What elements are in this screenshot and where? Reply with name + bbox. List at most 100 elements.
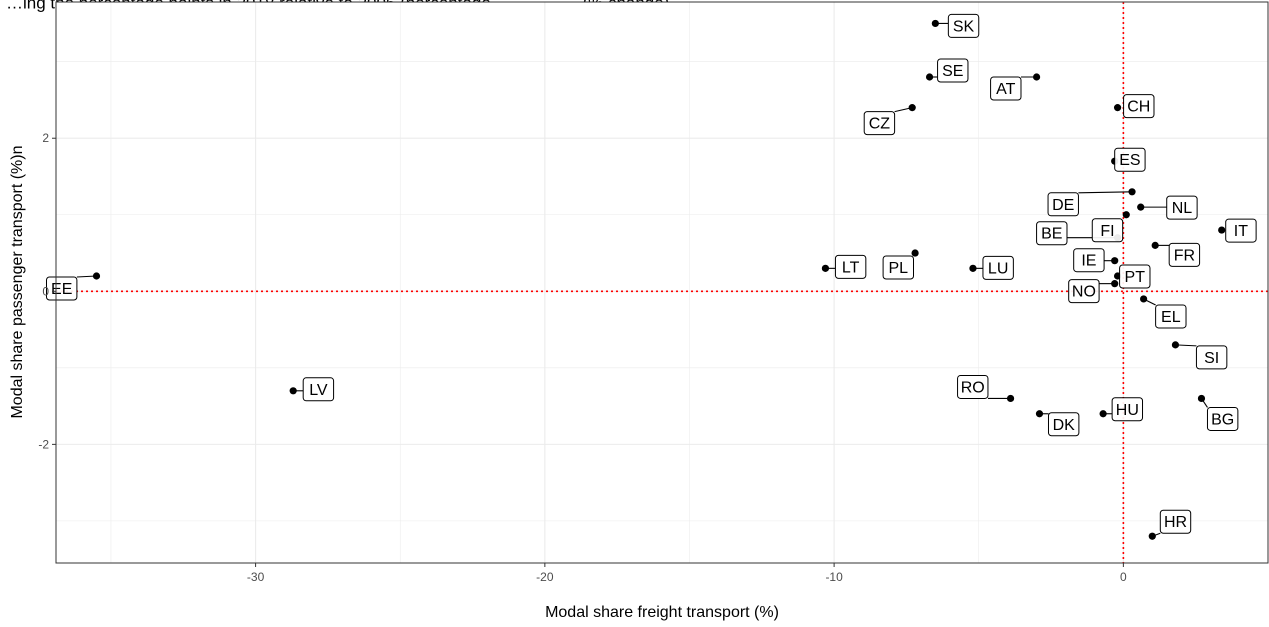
point-label-box <box>947 13 980 38</box>
point-label: DE <box>1047 192 1079 217</box>
point-label-text: HU <box>1116 402 1139 419</box>
point-label: ES <box>1114 147 1146 172</box>
data-point <box>1111 280 1119 288</box>
point-label-text: NL <box>1172 200 1193 217</box>
point-label-box <box>1123 94 1155 119</box>
point-label: AT <box>990 76 1022 101</box>
point-label-box <box>882 255 915 280</box>
data-point <box>1151 241 1159 249</box>
y-axis-title: Modal share passenger transport (%)n <box>9 145 26 418</box>
point-label: FI <box>1091 218 1124 243</box>
data-point <box>925 73 934 81</box>
point-label-text: SK <box>953 18 975 35</box>
point-label: IT <box>1225 218 1257 243</box>
point-label-text: BG <box>1211 411 1234 428</box>
data-point <box>1032 73 1041 81</box>
point-label-text: LT <box>842 259 860 276</box>
data-point <box>1171 341 1180 349</box>
point-label: RO <box>957 374 989 399</box>
point-label-box <box>937 58 969 83</box>
point-label: HU <box>1111 397 1144 422</box>
point-label: LV <box>302 377 335 402</box>
data-point <box>969 264 977 272</box>
point-label: SK <box>947 13 980 38</box>
point-label-text: IE <box>1081 253 1096 270</box>
point-label: EL <box>1155 304 1187 329</box>
point-label-box <box>1206 406 1239 431</box>
data-point <box>1111 257 1119 265</box>
data-point <box>1218 226 1226 234</box>
y-tick-label: 0 <box>42 284 49 298</box>
leader-line <box>1078 191 1133 194</box>
point-label: IE <box>1073 248 1105 273</box>
point-label-box <box>1036 221 1068 246</box>
point-label: NO <box>1068 279 1100 304</box>
point-label-box <box>834 254 867 279</box>
panel-border <box>55 1 1269 564</box>
point-label-text: PT <box>1125 269 1146 286</box>
point-label-text: ES <box>1119 152 1140 169</box>
point-label-text: PL <box>889 260 909 277</box>
x-tick-label: -10 <box>825 570 843 584</box>
point-label-box <box>302 377 335 402</box>
point-label: BE <box>1036 221 1068 246</box>
data-point <box>1140 295 1148 303</box>
point-label-box <box>1111 397 1144 422</box>
point-label-box <box>1119 264 1151 289</box>
point-label-box <box>957 374 989 399</box>
data-point <box>911 249 919 257</box>
point-label-text: CZ <box>869 116 891 133</box>
data-point <box>1197 394 1206 403</box>
point-label-box <box>990 76 1022 101</box>
point-label-text: RO <box>961 379 985 396</box>
point-label-text: SI <box>1204 350 1219 367</box>
point-label: CH <box>1123 94 1155 119</box>
point-label: EE <box>45 276 78 301</box>
data-point <box>931 19 939 28</box>
point-label-text: IT <box>1234 223 1248 240</box>
point-label-text: LU <box>988 260 1008 277</box>
point-label-text: EL <box>1161 309 1181 326</box>
point-label-box <box>1225 218 1257 243</box>
point-label: SI <box>1195 345 1228 370</box>
data-point <box>821 264 830 272</box>
point-label: NL <box>1166 195 1198 220</box>
point-label: PT <box>1119 264 1151 289</box>
point-label-box <box>863 111 896 136</box>
point-label-box <box>45 276 78 301</box>
point-label-text: FI <box>1100 223 1114 240</box>
point-label-box <box>1114 147 1146 172</box>
point-label-box <box>1195 345 1228 370</box>
data-point <box>1099 410 1107 418</box>
y-tick-label: 2 <box>42 131 49 145</box>
data-point <box>1006 394 1015 403</box>
point-label: DK <box>1047 412 1080 437</box>
point-label-box <box>1159 509 1192 534</box>
data-point <box>908 104 916 112</box>
x-tick-label: -20 <box>536 570 554 584</box>
point-label-text: EE <box>51 281 72 298</box>
data-point <box>1035 410 1044 418</box>
data-point <box>92 272 101 280</box>
data-point <box>1113 104 1122 112</box>
point-label-box <box>1047 192 1079 217</box>
label-leader-lines <box>76 22 1208 537</box>
point-label: PL <box>882 255 915 280</box>
x-tick-label: -30 <box>247 570 265 584</box>
y-axis-ticks: -2 0 2 <box>38 131 56 451</box>
y-tick-label: -2 <box>38 437 49 451</box>
point-label: LT <box>834 254 867 279</box>
point-label-box <box>1068 279 1100 304</box>
plot-panel <box>56 2 1268 563</box>
point-label-text: LV <box>309 382 328 399</box>
data-point <box>1148 532 1156 540</box>
point-label-box <box>1166 195 1198 220</box>
point-label: FR <box>1168 242 1201 267</box>
point-label: LU <box>982 255 1014 280</box>
point-label-box <box>1047 412 1080 437</box>
data-point <box>1137 203 1145 211</box>
point-label-text: HR <box>1164 514 1187 531</box>
point-label-text: SE <box>942 63 963 80</box>
point-labels: SK SE AT CZ CH ES DE NL FI IT BE FR LT PL LU IE PT EE NO EL… <box>45 13 1257 534</box>
